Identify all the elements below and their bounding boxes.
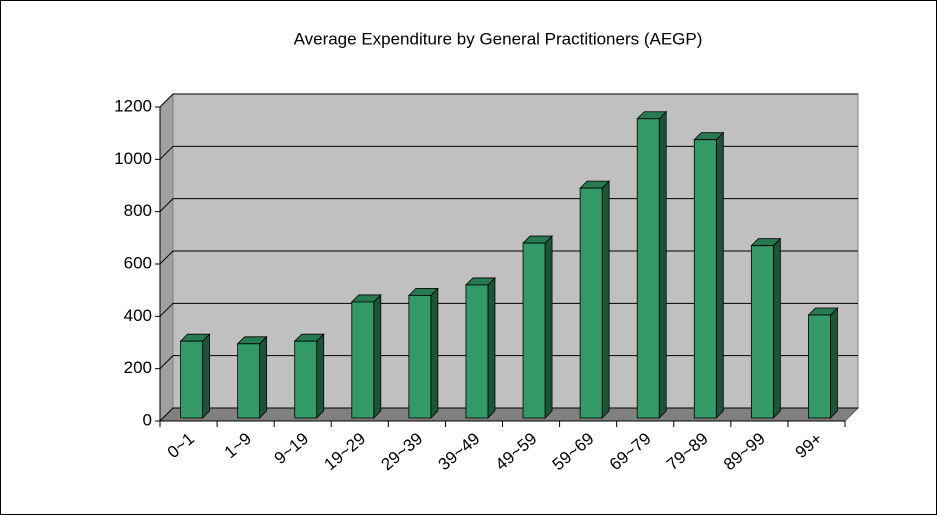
- grid-line: [159, 355, 858, 370]
- bar-side: [259, 335, 268, 419]
- y-tick-label: 1000: [114, 149, 152, 168]
- bar-group: [350, 293, 382, 419]
- bar-side: [544, 235, 553, 419]
- chart-title: Average Expenditure by General Practitio…: [294, 29, 703, 48]
- bar: [750, 245, 774, 419]
- bar-side: [601, 180, 610, 419]
- bar-group: [807, 307, 839, 419]
- y-tick-label: 200: [124, 358, 152, 377]
- bar-side: [430, 287, 439, 419]
- y-tick-label: 600: [124, 253, 152, 272]
- bar-side: [373, 293, 382, 419]
- bar-side: [658, 110, 667, 419]
- bar: [408, 294, 432, 419]
- bar-side: [316, 333, 325, 419]
- y-tick-label: 1200: [114, 96, 152, 115]
- bar-group: [293, 333, 325, 419]
- bar: [579, 187, 603, 419]
- bar-side: [715, 131, 724, 419]
- bar-side: [772, 237, 781, 419]
- bar-group: [464, 276, 496, 419]
- bar: [237, 343, 261, 419]
- bar: [636, 118, 660, 419]
- bar-group: [579, 180, 611, 419]
- grid-line: [159, 145, 858, 160]
- bar-group: [179, 333, 211, 419]
- bar-side: [487, 276, 496, 419]
- bar-group: [522, 235, 554, 419]
- y-tick-label: 400: [124, 306, 152, 325]
- y-tick-label: 0: [143, 410, 152, 429]
- bar: [465, 284, 489, 419]
- grid-line: [159, 250, 858, 265]
- bar: [294, 340, 318, 419]
- bar-side: [830, 307, 838, 419]
- bar: [808, 314, 831, 419]
- bar-group: [236, 335, 268, 419]
- bar-group: [693, 131, 725, 419]
- grid-line: [159, 93, 858, 108]
- bar-group: [636, 110, 668, 419]
- bar: [180, 340, 203, 419]
- grid-line: [159, 302, 858, 317]
- grid-line: [159, 407, 858, 422]
- grid-line: [159, 198, 858, 213]
- bar: [522, 242, 546, 419]
- bar-side: [202, 333, 210, 419]
- y-tick-label: 800: [124, 201, 152, 220]
- bar: [693, 139, 717, 419]
- bar-group: [750, 237, 782, 419]
- bar-group: [407, 287, 439, 419]
- bar: [351, 301, 375, 419]
